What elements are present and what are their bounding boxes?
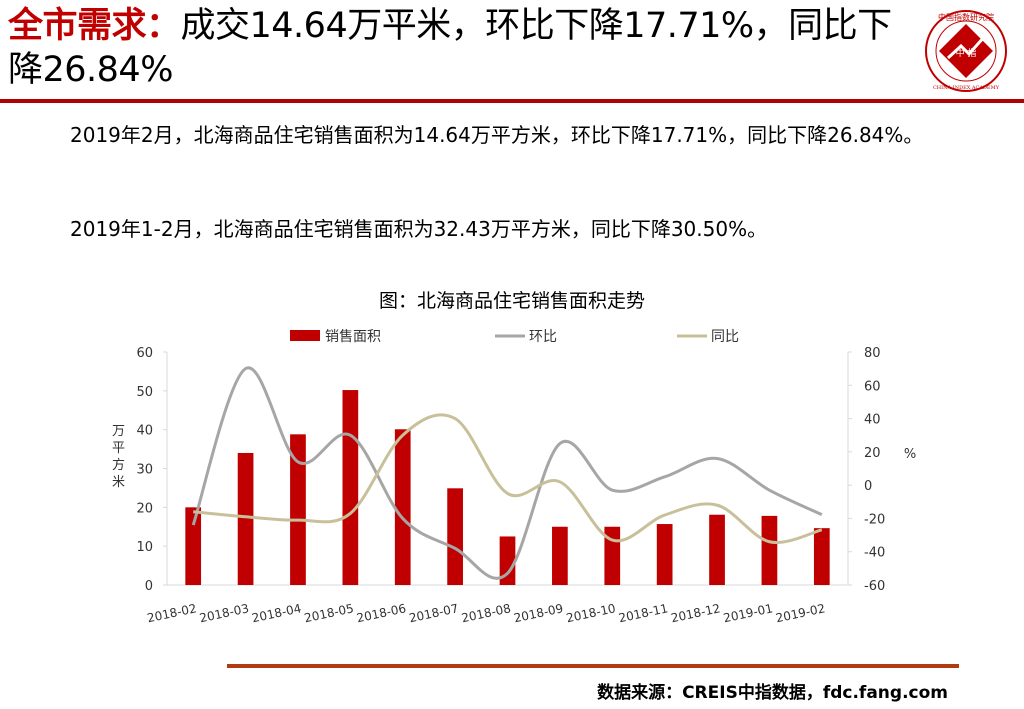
chart-legend: 销售面积 环比 同比 — [290, 329, 739, 345]
page-title: 全市需求：成交14.64万平米，环比下降17.71%，同比下降26.84% — [8, 4, 908, 92]
x-tick-label: 2018-07 — [408, 601, 460, 625]
paragraph-text: 2019年2月，北海商品住宅销售面积为14.64万平方米，环比下降17.71%，… — [70, 123, 924, 147]
bar-2018-02 — [185, 507, 202, 585]
data-source: 数据来源：CREIS中指数据，fdc.fang.com — [597, 683, 948, 703]
x-tick-label: 2018-09 — [513, 601, 565, 625]
bar-2019-01 — [761, 515, 778, 585]
x-tick-label: 2018-03 — [198, 601, 250, 625]
logo-center-text: 中 指 — [956, 47, 977, 59]
chart-title: 图：北海商品住宅销售面积走势 — [378, 290, 645, 312]
bar-2018-11 — [656, 524, 673, 585]
right-axis-label: % — [904, 447, 916, 462]
x-tick-label: 2019-02 — [774, 601, 826, 625]
x-tick-label: 2018-05 — [303, 601, 355, 625]
x-tick-label: 2018-02 — [146, 601, 198, 625]
x-tick-label: 2018-08 — [460, 601, 512, 625]
mom-line — [191, 366, 823, 580]
legend-label: 同比 — [711, 329, 739, 345]
logo-english-text: CHINA INDEX ACADEMY — [933, 85, 1000, 91]
bar-2018-12 — [709, 514, 725, 585]
sales-area-chart: 销售面积 环比 同比 0 10 20 30 40 50 60 -60 -40 -20 0 20 40 60 80… — [112, 329, 916, 625]
left-axis-tick-label: 60 — [136, 346, 153, 361]
paragraph-text: 2019年1-2月，北海商品住宅销售面积为32.43万平方米，同比下降30.50… — [70, 217, 768, 241]
bar-2018-04 — [290, 434, 306, 585]
x-tick-label: 2018-10 — [565, 601, 617, 625]
right-axis-tick-label: -20 — [864, 512, 885, 527]
right-axis-tick-label: 20 — [864, 446, 881, 461]
bar-2018-09 — [552, 526, 568, 585]
right-axis-tick-label: 60 — [864, 379, 881, 394]
x-tick-label: 2019-01 — [722, 601, 774, 625]
line-series — [191, 366, 823, 580]
right-axis-tick-label: 0 — [864, 479, 872, 494]
x-axis-ticks: 2018-02 2018-03 2018-04 2018-05 2018-06 2018-… — [146, 601, 827, 625]
bar-2018-08 — [499, 536, 516, 585]
summary-paragraph-2: 2019年1-2月，北海商品住宅销售面积为32.43万平方米，同比下降30.50… — [24, 212, 1004, 246]
left-axis-tick-label: 10 — [136, 540, 153, 555]
left-axis-tick-label: 20 — [136, 501, 153, 516]
footer-divider — [227, 664, 959, 668]
china-index-academy-logo: 中 指 中国指数研究院 CHINA INDEX ACADEMY — [925, 10, 1007, 92]
bar-2018-03 — [237, 452, 254, 585]
right-axis-tick-label: -40 — [864, 546, 885, 561]
left-axis-tick-label: 0 — [145, 579, 153, 594]
page-title-rest: 成交14.64万平米，环比下降17.71%，同比下降26.84% — [8, 6, 892, 90]
bar-2018-05 — [342, 390, 359, 585]
x-tick-label: 2018-12 — [670, 601, 722, 625]
chart-axes: 0 10 20 30 40 50 60 -60 -40 -20 0 20 40 60 80 万平方米% — [112, 346, 916, 594]
left-axis-tick-label: 50 — [136, 385, 153, 400]
page-title-highlight: 全市需求： — [8, 6, 181, 46]
summary-paragraph-1: 2019年2月，北海商品住宅销售面积为14.64万平方米，环比下降17.71%，… — [24, 118, 1004, 152]
bar-2018-07 — [447, 488, 463, 585]
left-axis-tick-label: 40 — [136, 424, 153, 439]
right-axis-tick-label: 80 — [864, 346, 881, 361]
legend-label: 环比 — [529, 329, 557, 345]
x-tick-label: 2018-04 — [251, 601, 303, 625]
x-tick-label: 2018-11 — [617, 601, 669, 625]
header-divider — [0, 99, 1024, 103]
legend-swatch-bar — [290, 330, 320, 341]
right-axis-tick-label: -60 — [864, 579, 885, 594]
bar-series — [185, 390, 830, 585]
right-axis-tick-label: 40 — [864, 413, 881, 428]
bar-2018-06 — [394, 429, 411, 585]
legend-label: 销售面积 — [325, 329, 381, 345]
logo-arc-text: 中国指数研究院 — [938, 12, 994, 22]
bar-2019-02 — [813, 528, 830, 585]
left-axis-label: 万平方米 — [112, 424, 125, 490]
left-axis-tick-label: 30 — [136, 463, 153, 478]
x-tick-label: 2018-06 — [355, 601, 407, 625]
yoy-line — [193, 413, 823, 544]
